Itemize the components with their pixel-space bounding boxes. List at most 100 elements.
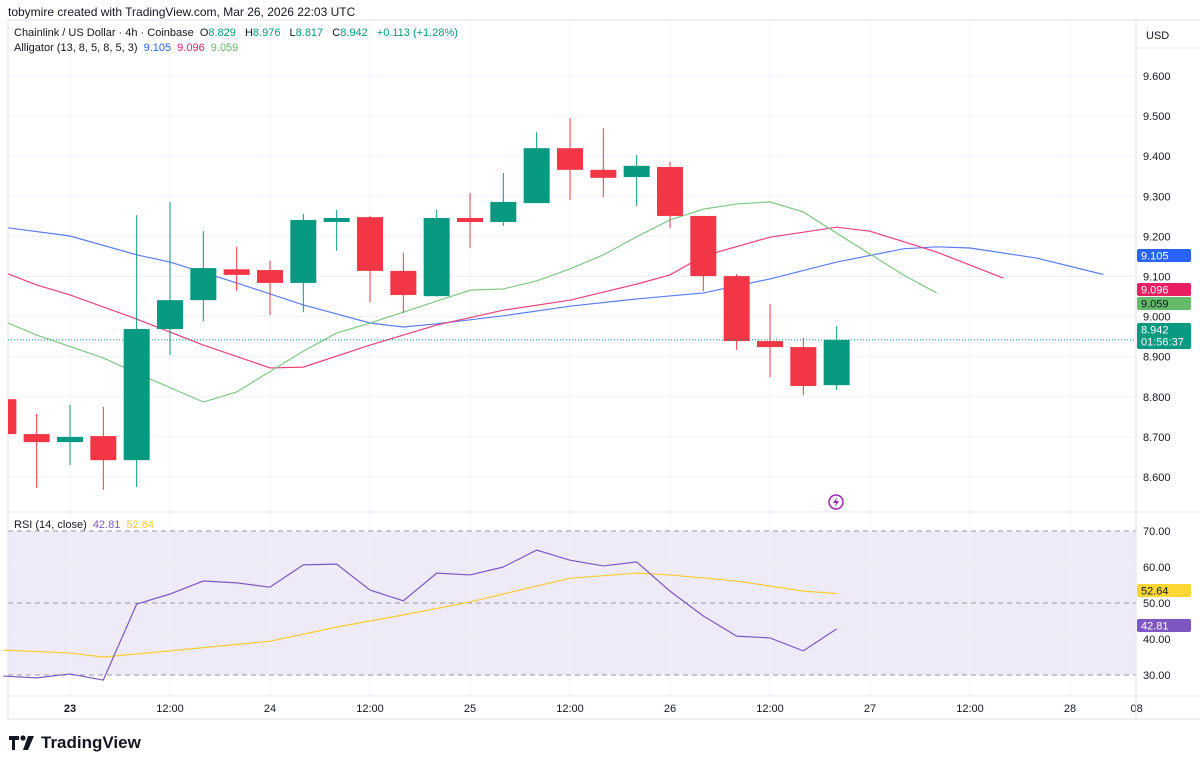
candle-body xyxy=(223,269,250,275)
rsi-ma-tag-bg xyxy=(1137,584,1191,597)
candle-body xyxy=(690,215,717,277)
alligator-lips-line xyxy=(8,201,937,403)
candle xyxy=(556,118,583,200)
candle xyxy=(423,209,450,297)
candle-body xyxy=(390,270,417,295)
jaw-price-tag: 9.105 xyxy=(1137,249,1191,263)
tradingview-logo-text: TradingView xyxy=(41,733,141,752)
candle xyxy=(323,209,350,251)
rsi-ma-line xyxy=(3,572,837,658)
candle-body xyxy=(623,165,650,178)
candle-body xyxy=(90,436,117,461)
candle xyxy=(390,252,417,313)
candle xyxy=(356,215,383,303)
candle xyxy=(690,215,717,291)
rsi-value: 42.81 xyxy=(92,519,121,531)
candle-body xyxy=(823,339,850,386)
candle xyxy=(623,154,650,206)
currency-label[interactable]: USD xyxy=(1146,30,1170,42)
last-price-tag-text: 01:56:37 xyxy=(1141,337,1184,349)
high-label: H xyxy=(244,27,253,39)
symbol-title: Chainlink / US Dollar · 4h · Coinbase xyxy=(14,27,194,39)
candle-body xyxy=(456,217,483,222)
low-label: L xyxy=(289,27,296,39)
flash-icon[interactable] xyxy=(828,494,844,510)
candle-body xyxy=(423,217,450,297)
price-axis-label: 9.600 xyxy=(1143,71,1171,83)
lips-price-tag: 9.059 xyxy=(1137,297,1191,311)
rsi-axis-label: 40.00 xyxy=(1143,634,1171,646)
symbol-legend[interactable]: Chainlink / US Dollar · 4h · Coinbase O8… xyxy=(14,27,461,39)
candle-body xyxy=(190,268,217,301)
created-by-text: tobymire created with TradingView.com, M… xyxy=(8,5,356,19)
lips-price-tag-text: 9.059 xyxy=(1141,299,1169,311)
open-value: 8.829 xyxy=(208,27,236,39)
candle-body xyxy=(156,300,183,330)
candle xyxy=(723,274,750,350)
open-label: O xyxy=(199,27,209,39)
alligator-legend[interactable]: Alligator (13, 8, 5, 8, 5, 3) 9.105 9.09… xyxy=(14,42,241,54)
rsi-ma-value: 52.64 xyxy=(126,519,154,531)
time-axis-label: 08 xyxy=(1131,703,1143,715)
rsi-tag-text: 42.81 xyxy=(1141,621,1169,633)
candle xyxy=(490,173,517,226)
candle xyxy=(8,399,17,435)
time-axis-label: 12:00 xyxy=(756,703,784,715)
candle xyxy=(290,213,317,313)
candle xyxy=(756,304,783,378)
alligator-title: Alligator (13, 8, 5, 8, 5, 3) xyxy=(14,42,138,54)
time-axis-label: 26 xyxy=(664,703,676,715)
rsi-axis-label: 30.00 xyxy=(1143,670,1171,682)
candle xyxy=(190,231,217,322)
time-axis-label: 24 xyxy=(264,703,276,715)
teeth-price-tag-text: 9.096 xyxy=(1141,285,1169,297)
lips-value: 9.059 xyxy=(210,42,239,54)
teeth-price-tag: 9.096 xyxy=(1137,283,1191,297)
time-axis-label: 23 xyxy=(64,703,76,715)
time-axis-label: 27 xyxy=(864,703,876,715)
candle-body xyxy=(590,169,617,178)
rsi-tag: 42.81 xyxy=(1137,619,1191,633)
main-pane xyxy=(8,118,1104,490)
high-value: 8.976 xyxy=(252,27,281,39)
rsi-title: RSI (14, close) xyxy=(14,519,87,531)
candle-body xyxy=(23,434,50,443)
candle-body xyxy=(723,276,750,342)
candle xyxy=(656,161,683,228)
rsi-axis-label: 60.00 xyxy=(1143,562,1171,574)
rsi-axis-label: 50.00 xyxy=(1143,598,1171,610)
candle-body xyxy=(356,217,383,271)
candle-body xyxy=(256,270,283,283)
time-axis-label: 12:00 xyxy=(556,703,584,715)
price-axis-label: 9.500 xyxy=(1143,111,1171,123)
price-axis-label: 8.800 xyxy=(1143,392,1171,404)
candle xyxy=(223,246,250,291)
candle xyxy=(590,128,617,198)
rsi-line xyxy=(3,549,837,681)
candle xyxy=(23,414,50,488)
time-axis-label: 25 xyxy=(464,703,476,715)
candle xyxy=(156,201,183,356)
time-axis-label: 12:00 xyxy=(356,703,384,715)
rsi-axis-label: 70.00 xyxy=(1143,526,1171,538)
candle-body xyxy=(57,436,83,443)
close-label: C xyxy=(332,27,341,39)
candle xyxy=(823,326,850,390)
time-axis-label: 12:00 xyxy=(156,703,184,715)
candle xyxy=(790,337,817,396)
jaw-value: 9.105 xyxy=(143,42,172,54)
lips-price-tag-bg xyxy=(1137,297,1191,310)
flash-icon-bolt xyxy=(833,497,839,507)
candle-body xyxy=(656,167,683,216)
candle-body xyxy=(490,201,517,222)
teeth-price-tag-bg xyxy=(1137,283,1191,296)
rsi-legend[interactable]: RSI (14, close) 42.81 52.64 xyxy=(14,519,157,531)
candle xyxy=(57,404,83,465)
candle xyxy=(123,215,150,488)
low-value: 8.817 xyxy=(295,27,324,39)
tradingview-logo-icon xyxy=(9,735,34,750)
tradingview-logo: TradingView xyxy=(9,733,141,753)
rsi-ma-tag: 52.64 xyxy=(1137,584,1191,598)
last-price-tag-text: 8.942 xyxy=(1141,325,1169,337)
